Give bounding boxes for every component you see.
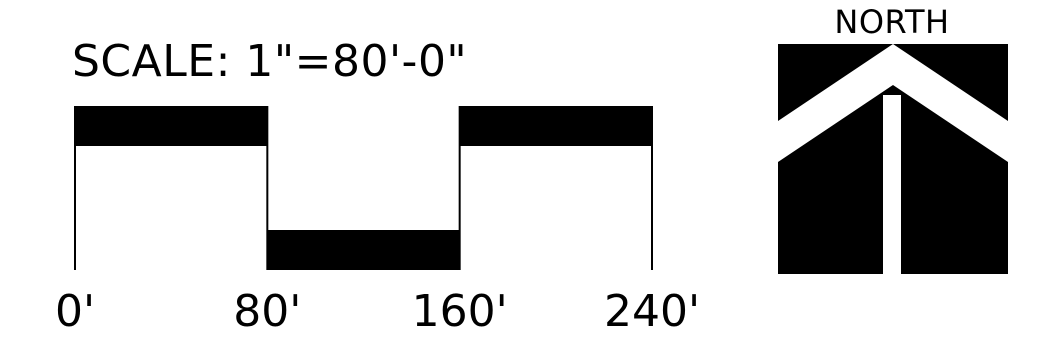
scale-tick-label-1: 80' <box>233 286 302 337</box>
scale-segment-0 <box>75 106 268 146</box>
scale-segment-2 <box>459 106 652 146</box>
scale-segment-1 <box>267 230 460 270</box>
north-label: NORTH <box>834 3 950 41</box>
scale-tick-label-0: 0' <box>54 286 96 337</box>
north-arrow-shaft <box>883 95 901 274</box>
scale-bar-segments <box>75 106 652 270</box>
scale-title: SCALE: 1"=80'-0" <box>72 36 468 87</box>
scale-tick-label-3: 240' <box>603 286 701 337</box>
north-arrow-icon <box>778 44 1008 274</box>
scale-tick-label-2: 160' <box>411 286 508 337</box>
north-arrow-chevron <box>778 44 1008 162</box>
scale-bar-ticks <box>74 106 653 270</box>
